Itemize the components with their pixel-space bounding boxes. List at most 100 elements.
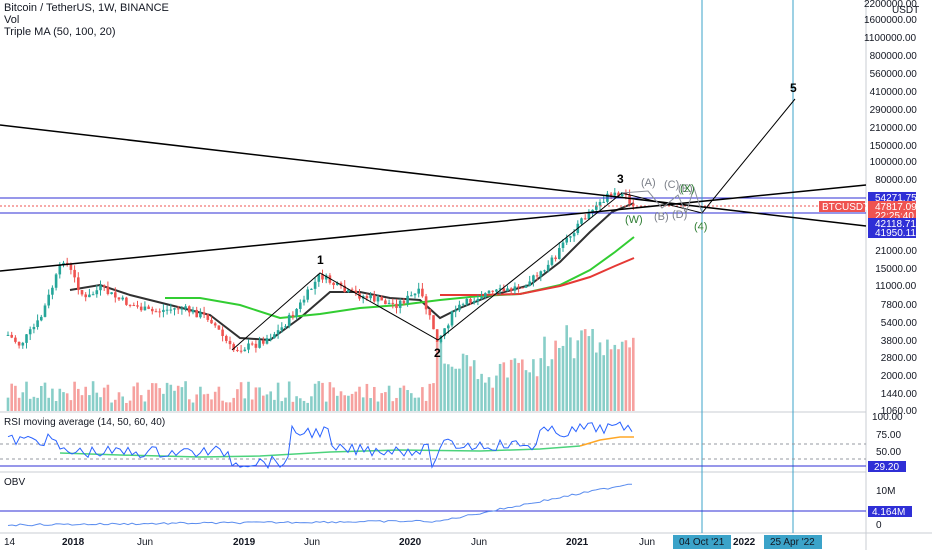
price-tick: 800000.00 [870,51,918,62]
x-marker-apr22: 25 Apr '22 [770,537,815,548]
volume-bar [321,382,324,411]
candle-body [125,297,128,305]
volume-bar [191,402,195,411]
volume-bar [95,392,99,411]
volume-bar [328,382,332,411]
price-box-41950 [868,227,916,238]
candle-body [250,343,254,345]
candle-body [199,312,202,318]
volume-bar [302,400,306,411]
candle-body [465,298,469,305]
candle-body [247,343,250,350]
volume-bar [184,381,187,411]
candle-body [217,325,221,330]
obv-title[interactable]: OBV [4,477,26,488]
volume-bar [561,345,565,411]
moving-averages [69,202,635,342]
volume-bar [254,387,258,411]
candle-body [413,293,417,296]
candle-body [476,298,480,301]
volume-bar [606,339,609,411]
x-label-jun21: Jun [639,537,655,548]
candle-body [632,203,635,206]
volume-bar [80,395,84,411]
candle-body [373,295,376,302]
candle-body [524,285,528,288]
volume-bar [280,401,284,411]
volume-bar [532,359,535,411]
volume-bar [158,388,161,411]
rsi-title[interactable]: RSI moving average (14, 50, 60, 40) [4,417,166,428]
volume-bar [77,388,80,411]
volume-bar [469,366,472,411]
volume-bar [528,372,531,411]
volume-bar [524,370,528,411]
x-label-2022: 2022 [733,537,756,548]
rsi-ma-orange [579,436,634,447]
candle-body [114,292,117,298]
candle-body [432,315,435,330]
candle-body [84,294,87,298]
candle-body [554,257,557,260]
price-tick: 2200000.00 [864,0,917,10]
candle-body [339,282,343,286]
volume-bar [376,401,380,411]
candle-body [265,338,269,344]
x-marker-box-apr22 [764,535,822,549]
volume-bar [350,393,354,411]
candle-body [139,306,143,311]
price-tick: 2800.00 [881,353,918,364]
volume-bar [287,381,291,411]
candle-body [65,262,69,264]
volume-bar [69,400,73,411]
candle-body [354,290,358,294]
chart-title[interactable]: Bitcoin / TetherUS, 1W, BINANCE [4,2,169,14]
volume-bar [495,375,498,411]
volume-bar [517,362,520,411]
candle-body [69,263,73,270]
ascending-trendline[interactable] [0,184,867,272]
candle-body [236,349,239,351]
candle-body [228,340,232,345]
candle-body [376,297,380,302]
volume-bar [443,363,446,411]
price-tick: 1060.00 [881,406,918,417]
price-tick: 560000.00 [870,69,918,80]
triple-ma-legend[interactable]: Triple MA (50, 100, 20) [4,26,116,38]
price-box-last-text: 47817.09 [875,202,917,213]
candle-body [40,316,43,321]
wave-path[interactable] [231,98,796,351]
volume-bar [458,368,461,411]
volume-bar [14,385,17,411]
candle-body [439,335,443,342]
volume-bar [262,395,265,411]
candle-body [369,295,372,299]
candle-body [569,236,572,238]
volume-bar [406,390,409,411]
volume-bar [583,329,587,411]
volume-bar [513,358,517,411]
rsi-tick-75: 75.00 [876,430,901,441]
volume-bar [121,396,124,411]
wave-label-1: 1 [317,253,324,267]
volume-bar [472,360,476,411]
candle-body [258,340,261,348]
candle-body [395,303,398,308]
candle-body [613,192,617,196]
candle-body [539,271,543,277]
volume-legend[interactable]: Vol [4,14,20,26]
volume-bar [54,401,58,411]
volume-bar [595,352,598,411]
volume-bar [465,355,469,411]
price-unit: USDT [892,5,919,16]
descending-trendline[interactable] [0,124,867,227]
volume-bar [139,395,143,411]
obv-tick-10m: 10M [876,486,895,497]
candle-body [472,300,476,303]
candle-body [128,304,132,306]
price-tick: 11000.00 [875,281,916,292]
rsi-value-text: 29.20 [874,462,899,473]
volume-bar [239,382,243,411]
price-axis[interactable]: 2200000.00 1600000.00 1100000.00 800000.00 5… [864,0,919,417]
